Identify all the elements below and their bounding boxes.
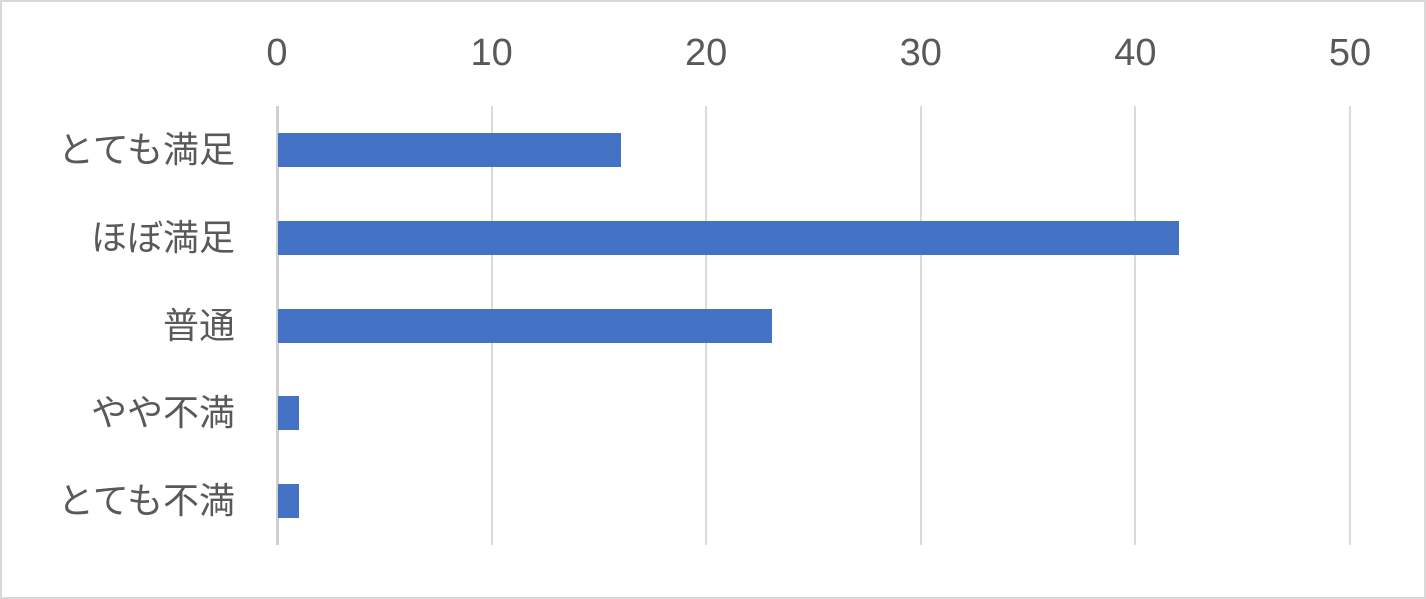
bar-3	[278, 396, 300, 431]
gridline-30	[919, 106, 922, 545]
bar-1	[278, 220, 1180, 255]
category-label-4: とても不満	[57, 480, 235, 522]
x-tick-label-40: 40	[1114, 32, 1157, 74]
x-tick-label-10: 10	[470, 32, 513, 74]
gridline-40	[1134, 106, 1137, 545]
value-axis-line	[275, 106, 279, 545]
bar-4	[278, 484, 300, 519]
category-label-1: ほぼ満足	[90, 216, 235, 258]
category-label-2: 普通	[162, 304, 235, 346]
category-label-0: とても満足	[57, 128, 235, 170]
gridline-50	[1349, 106, 1351, 545]
category-label-3: やや不満	[90, 392, 235, 434]
x-tick-label-30: 30	[899, 32, 942, 74]
bar-0	[278, 132, 622, 167]
x-tick-label-50: 50	[1328, 32, 1372, 74]
bar-2	[278, 308, 772, 343]
x-tick-label-20: 20	[685, 32, 728, 74]
x-tick-label-0: 0	[266, 32, 288, 74]
